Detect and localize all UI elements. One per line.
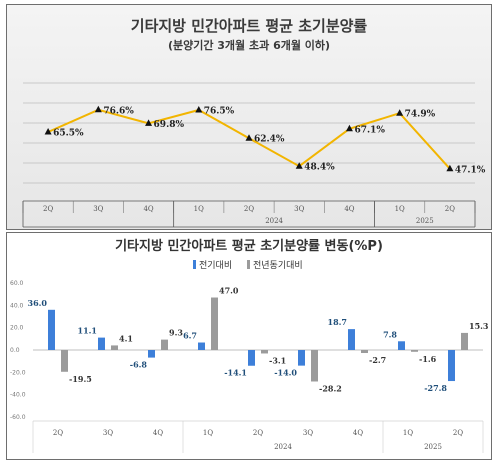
group-label: 2024 (274, 443, 292, 451)
bar-chart-panel: 기타지방 민간아파트 평균 초기분양률 변동(%P) 전기대비 전년동기대비 6… (6, 232, 492, 460)
data-point-marker (295, 162, 303, 169)
y-tick-label: -20.0 (10, 369, 26, 376)
line-chart-subtitle: (분양기간 3개월 초과 6개월 이하) (168, 38, 330, 52)
x-tick-label: 3Q (294, 205, 304, 213)
legend-swatch-yoy (247, 260, 250, 269)
data-label: 69.8% (154, 120, 185, 130)
bar-value-label: -6.8 (130, 360, 148, 370)
line-chart-panel: 기타지방 민간아파트 평균 초기분양률 (분양기간 3개월 초과 6개월 이하)… (6, 4, 492, 230)
x-tick-label: 2Q (253, 429, 263, 437)
y-tick-label: 20.0 (10, 325, 24, 332)
bar-value-label: -2.7 (369, 355, 386, 365)
x-tick-label: 3Q (103, 429, 113, 437)
x-tick-label: 3Q (93, 205, 103, 213)
bar-prev (298, 350, 305, 366)
bar-yoy (361, 350, 368, 354)
data-point-marker (446, 164, 454, 172)
x-tick-label: 4Q (353, 429, 363, 437)
group-label: 2025 (424, 443, 442, 451)
bar-yoy (261, 350, 268, 354)
legend-swatch-prev (193, 260, 196, 269)
bar-yoy (111, 345, 118, 350)
bar-value-label: 6.7 (183, 331, 197, 341)
data-point-marker (145, 119, 153, 126)
data-label: 47.1% (455, 165, 486, 175)
data-label: 48.4% (304, 163, 335, 173)
x-tick-label: 1Q (395, 205, 405, 213)
data-point-marker (44, 128, 52, 135)
bar-yoy (411, 350, 418, 352)
bar-chart-svg: 기타지방 민간아파트 평균 초기분양률 변동(%P) 전기대비 전년동기대비 6… (10, 238, 489, 453)
bar-yoy (61, 350, 68, 372)
x-tick-label: 2Q (244, 205, 254, 213)
bar-value-label: -19.5 (69, 374, 92, 384)
data-label: 76.5% (204, 107, 235, 117)
x-tick-label: 4Q (143, 205, 153, 213)
data-label: 74.9% (405, 110, 436, 120)
bar-prev (48, 309, 55, 350)
bar-yoy (461, 332, 468, 350)
bar-value-label: 15.3 (469, 321, 489, 331)
bar-prev (398, 341, 405, 350)
x-tick-label: 2Q (43, 205, 53, 213)
data-point-marker (94, 105, 102, 113)
x-tick-label: 4Q (344, 205, 354, 213)
x-tick-label: 1Q (203, 429, 213, 437)
bar-prev (448, 350, 455, 382)
legend-label-prev: 전기대비 (199, 260, 232, 271)
group-label: 2024 (265, 217, 283, 225)
y-tick-label: 0.0 (10, 347, 20, 354)
bar-value-label: 9.3 (169, 328, 183, 338)
bar-yoy (211, 297, 218, 350)
y-tick-label: -60.0 (10, 414, 26, 421)
bar-value-label: 36.0 (28, 298, 48, 308)
data-label: 65.5% (53, 129, 84, 139)
data-point-marker (345, 124, 353, 132)
bar-yoy (161, 339, 168, 350)
bar-value-label: -3.1 (269, 355, 286, 365)
y-tick-label: 60.0 (10, 280, 24, 287)
bar-value-label: 11.1 (78, 326, 97, 336)
y-tick-label: 40.0 (10, 302, 24, 309)
legend: 전기대비 전년동기대비 (193, 260, 303, 271)
line-chart-svg: 기타지방 민간아파트 평균 초기분양률 (분양기간 3개월 초과 6개월 이하)… (22, 17, 486, 228)
bar-value-label: -28.2 (319, 383, 342, 393)
group-label: 2025 (416, 217, 434, 225)
x-tick-label: 4Q (153, 429, 163, 437)
x-tick-label: 1Q (403, 429, 413, 437)
x-tick-label: 2Q (445, 205, 455, 213)
bar-chart-title: 기타지방 민간아파트 평균 초기분양률 변동(%P) (115, 238, 383, 254)
x-tick-label: 2Q (53, 429, 63, 437)
bar-value-label: -14.0 (274, 368, 297, 378)
x-tick-label: 1Q (194, 205, 204, 213)
bar-value-label: -14.1 (224, 368, 247, 378)
x-tick-label: 2Q (453, 429, 463, 437)
bar-yoy (311, 350, 318, 382)
data-label: 67.1% (354, 125, 385, 135)
bar-prev (348, 329, 355, 350)
bar-prev (148, 350, 155, 358)
line-chart-title: 기타지방 민간아파트 평균 초기분양률 (131, 17, 368, 35)
bar-prev (248, 350, 255, 366)
data-label: 62.4% (254, 135, 285, 145)
data-point-marker (396, 109, 404, 116)
data-label: 76.6% (103, 106, 134, 116)
bar-prev (98, 337, 105, 350)
legend-label-yoy: 전년동기대비 (253, 260, 303, 271)
bar-value-label: 4.1 (119, 333, 133, 343)
bar-value-label: 18.7 (328, 317, 347, 327)
data-point-marker (245, 134, 253, 141)
bar-value-label: 47.0 (219, 286, 239, 296)
data-point-marker (195, 106, 203, 113)
bar-prev (198, 342, 205, 350)
bar-value-label: -1.6 (419, 354, 437, 364)
y-tick-label: -40.0 (10, 392, 26, 399)
bar-value-label: 7.8 (383, 329, 397, 339)
x-tick-label: 3Q (303, 429, 313, 437)
bar-value-label: -27.8 (424, 383, 447, 393)
